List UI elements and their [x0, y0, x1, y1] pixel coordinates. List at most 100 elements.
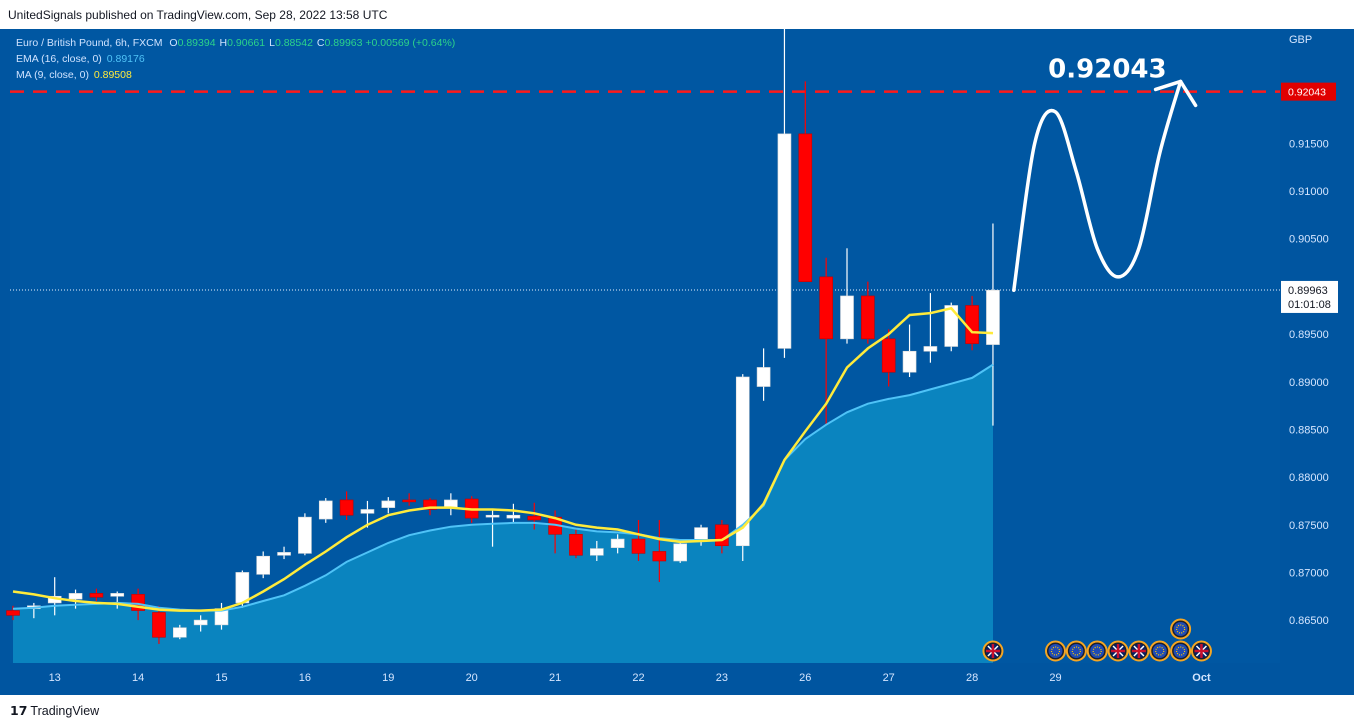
candle[interactable] [173, 624, 187, 640]
price-chart[interactable]: 0.92043 0.86500 0.87000 0.87500 0.88000 0.88… [0, 29, 1354, 695]
candle[interactable] [756, 348, 771, 401]
candle-body [652, 551, 667, 562]
legend-ema-label: EMA (16, close, 0) [16, 53, 102, 65]
projection-arrowhead [1153, 79, 1198, 108]
y-tick-label: 0.86500 [1289, 615, 1329, 627]
candle-body [589, 548, 604, 556]
candle[interactable] [485, 510, 500, 547]
candle[interactable] [277, 546, 291, 560]
candle[interactable] [569, 529, 583, 559]
candle[interactable] [506, 503, 521, 523]
x-tick-label: 14 [132, 672, 144, 684]
y-tick-label: 0.89500 [1289, 329, 1329, 341]
eu-flag-stars [1175, 646, 1186, 656]
legend-l-value: 0.88542 [274, 37, 313, 49]
candle-body [152, 612, 166, 638]
uk-flag-event-icon[interactable] [982, 640, 1004, 662]
candle-body [673, 543, 688, 562]
candle-body [173, 627, 187, 638]
currency-label: GBP [1289, 34, 1312, 46]
candle-body [569, 533, 583, 556]
candle[interactable] [381, 497, 396, 514]
x-tick-label: 28 [966, 672, 978, 684]
eu-flag-event-icon[interactable] [1045, 640, 1066, 662]
candle[interactable] [986, 223, 1000, 426]
eu-flag-event-icon[interactable] [1086, 640, 1108, 662]
legend-ma-label: MA (9, close, 0) [16, 69, 89, 81]
candle[interactable] [902, 324, 917, 377]
legend-o-key: O [169, 37, 178, 49]
candle[interactable] [652, 519, 667, 582]
uk-flag-event-icon[interactable] [1190, 640, 1212, 662]
candle[interactable] [589, 540, 604, 561]
candle[interactable] [318, 498, 333, 523]
footer-bar: 17 TradingView [0, 697, 1354, 727]
candle-body [923, 346, 938, 352]
candle[interactable] [193, 615, 208, 632]
candle[interactable] [881, 329, 896, 387]
eu-flag-event-icon[interactable] [1065, 640, 1087, 662]
candle[interactable] [610, 534, 625, 554]
candle-body [715, 524, 729, 547]
candle-body [631, 538, 646, 554]
candle[interactable] [298, 513, 312, 556]
x-tick-label: 29 [1049, 672, 1061, 684]
candle[interactable] [798, 81, 813, 282]
candle-body [6, 610, 20, 616]
candle[interactable] [840, 248, 854, 344]
candle-body [986, 289, 1000, 345]
candle[interactable] [339, 491, 354, 520]
target-level-label: 0.92043 [1048, 55, 1166, 85]
candle[interactable] [777, 29, 792, 358]
candle[interactable] [527, 502, 542, 530]
candle[interactable] [631, 519, 646, 561]
legend-l-key: L [269, 37, 275, 49]
x-tick-label: 22 [632, 672, 644, 684]
candle-body [840, 295, 854, 340]
target-price-tag [1281, 82, 1336, 101]
tradingview-logo-text: TradingView [30, 704, 100, 718]
x-tick-label: 19 [382, 672, 394, 684]
candle[interactable] [402, 493, 416, 506]
candle[interactable] [944, 302, 959, 352]
candle[interactable] [152, 605, 166, 644]
candle[interactable] [89, 588, 104, 602]
legend-o-value: 0.89394 [177, 37, 216, 49]
y-tick-label: 0.89000 [1289, 377, 1329, 389]
candle-body [881, 338, 896, 373]
ma-line [12, 306, 994, 612]
eu-flag-stars [1175, 624, 1186, 634]
eu-flag-stars [1071, 646, 1081, 656]
candle-body [965, 305, 979, 344]
candle[interactable] [735, 374, 750, 561]
candle[interactable] [861, 281, 875, 344]
legend-h-key: H [219, 37, 228, 49]
eu-flag-base [1173, 622, 1188, 636]
candle-body [735, 376, 750, 547]
candle-body [527, 515, 542, 521]
eu-flag-event-icon[interactable] [1170, 640, 1192, 662]
candle[interactable] [819, 257, 833, 425]
candle-body [235, 572, 250, 604]
candle[interactable] [923, 293, 938, 363]
x-tick-label: 27 [883, 672, 895, 684]
eu-flag-event-icon[interactable] [1149, 640, 1171, 662]
candle-body [193, 619, 208, 626]
bar-countdown-label: 01:01:08 [1288, 299, 1331, 311]
uk-flag-event-icon[interactable] [1107, 640, 1129, 662]
candle-body [298, 516, 312, 554]
candle[interactable] [110, 591, 125, 609]
candle[interactable] [214, 602, 229, 630]
uk-flag-event-icon[interactable] [1128, 640, 1150, 662]
tradingview-logo[interactable]: 17 TradingView [10, 703, 99, 718]
candle[interactable] [360, 500, 375, 528]
eu-flag-stars [1050, 646, 1061, 656]
candle-body [360, 509, 375, 514]
eu-flag-event-icon[interactable] [1170, 618, 1192, 640]
candle-body [944, 305, 959, 347]
candle-body [777, 133, 792, 349]
candle[interactable] [256, 551, 271, 579]
x-tick-label: 21 [549, 672, 561, 684]
chart-legend: Euro / British Pound, 6h, FXCM O0.89394 H… [16, 35, 455, 83]
legend-ohlc: O0.89394 H0.90661 L0.88542 C0.89963 [165, 37, 362, 49]
